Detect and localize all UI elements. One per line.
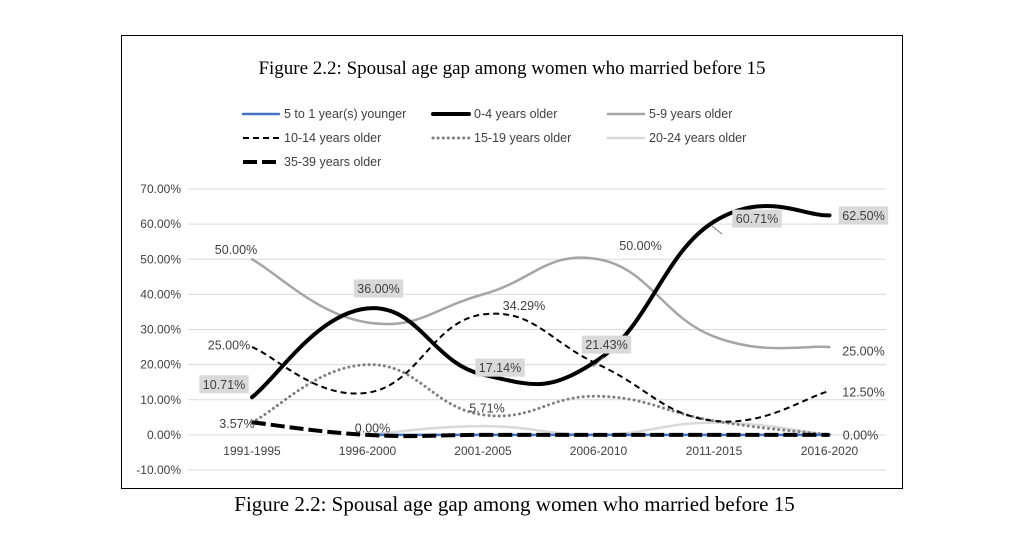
y-tick-label: 40.00%	[140, 287, 181, 301]
data-label: 62.50%	[842, 209, 884, 223]
data-label-box	[838, 206, 889, 225]
data-label: 36.00%	[357, 282, 399, 296]
data-label: 0.00%	[843, 428, 878, 442]
chart-title: Figure 2.2: Spousal age gap among women …	[258, 58, 766, 79]
legend-label: 35-39 years older	[284, 155, 381, 169]
x-tick-label: 1991-1995	[223, 444, 281, 458]
label-leader-line	[592, 356, 605, 368]
series-line-0-4-years-older	[250, 204, 832, 400]
x-tick-label: 1996-2000	[339, 444, 397, 458]
data-label: 25.00%	[842, 345, 884, 359]
data-label: 50.00%	[215, 243, 257, 257]
legend-label: 10-14 years older	[284, 131, 381, 145]
y-tick-label: 30.00%	[140, 323, 181, 337]
legend-label: 5 to 1 year(s) younger	[284, 107, 406, 121]
label-leader-line	[711, 225, 723, 235]
data-label: 34.29%	[503, 299, 545, 313]
y-tick-label: 50.00%	[140, 252, 181, 266]
data-label-box	[475, 358, 525, 377]
data-label: 0.00%	[355, 421, 390, 435]
data-label: 10.71%	[203, 378, 245, 392]
data-label: 50.00%	[619, 239, 661, 253]
legend-label: 20-24 years older	[649, 131, 746, 145]
y-tick-label: 0.00%	[147, 428, 181, 442]
data-label: 21.43%	[585, 338, 627, 352]
figure-caption: Figure 2.2: Spousal age gap among women …	[234, 492, 795, 516]
y-tick-label: 10.00%	[140, 393, 181, 407]
data-label: 5.71%	[469, 401, 504, 415]
x-tick-label: 2011-2015	[686, 444, 743, 458]
x-tick-label: 2006-2010	[570, 444, 628, 458]
series-line-10-14-years-older	[251, 312, 830, 423]
data-label: 25.00%	[208, 339, 250, 353]
x-tick-label: 2001-2005	[454, 444, 512, 458]
data-label-box	[732, 209, 782, 228]
x-tick-label: 2016-2020	[801, 444, 859, 458]
series-line-5-9-years-older	[250, 256, 831, 350]
y-tick-label: -10.00%	[136, 463, 181, 477]
data-label: 3.57%	[219, 417, 254, 431]
data-label: 60.71%	[736, 212, 778, 226]
legend-label: 15-19 years older	[474, 131, 571, 145]
y-tick-label: 20.00%	[140, 358, 181, 372]
data-label-box	[353, 279, 404, 298]
data-label: 12.50%	[842, 385, 884, 399]
y-tick-label: 70.00%	[140, 182, 181, 196]
data-label-box	[199, 375, 249, 394]
legend-label: 0-4 years older	[474, 107, 557, 121]
y-tick-label: 60.00%	[140, 217, 181, 231]
data-label-box	[581, 335, 632, 354]
legend-label: 5-9 years older	[649, 107, 732, 121]
series-line-35-39-years-older	[251, 420, 830, 439]
data-label: 17.14%	[479, 361, 521, 375]
chart-frame: Figure 2.2: Spousal age gap among women …	[121, 35, 903, 489]
